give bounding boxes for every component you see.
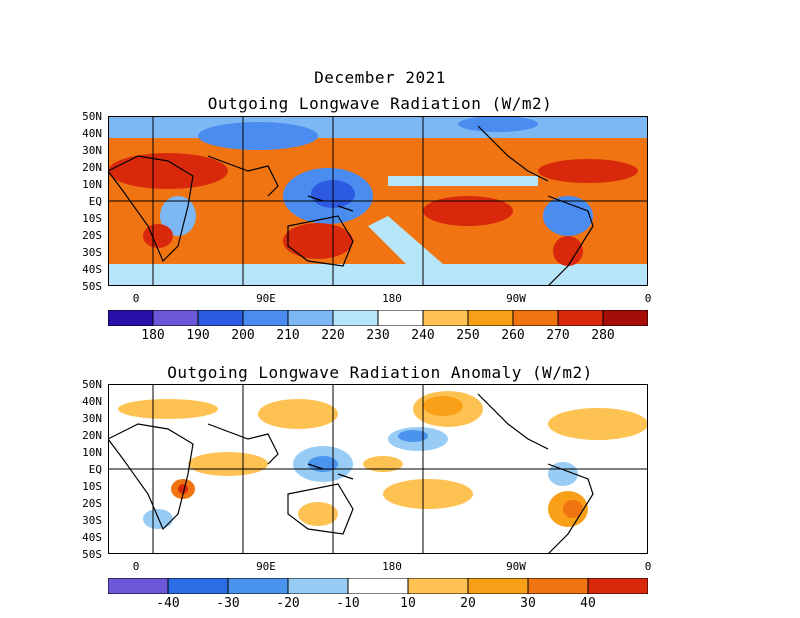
colorbar-label: 270	[546, 328, 570, 343]
colorbar-swatch	[287, 578, 349, 594]
lat-label: EQ	[88, 463, 102, 476]
colorbar-swatch	[108, 578, 169, 594]
colorbar-label: 230	[366, 328, 390, 343]
colorbar-swatch	[422, 310, 469, 326]
lon-label: 0	[644, 292, 652, 305]
colorbar-label: 220	[321, 328, 345, 343]
colorbar-swatch	[167, 578, 229, 594]
colorbar-swatch	[287, 310, 334, 326]
lat-label: 10N	[82, 446, 102, 459]
colorbar-label: 240	[411, 328, 435, 343]
lat-label: 30N	[82, 144, 102, 157]
lon-label: 90W	[506, 560, 526, 573]
colorbar-label: 280	[591, 328, 615, 343]
colorbar-swatch	[347, 578, 409, 594]
lat-label: 40S	[82, 531, 102, 544]
colorbar-label: 250	[456, 328, 480, 343]
olr-north-band	[108, 116, 648, 138]
lat-label: 20S	[82, 229, 102, 242]
anomaly-colorbar	[108, 578, 648, 594]
lat-label: 50N	[82, 110, 102, 123]
colorbar-label: 200	[231, 328, 255, 343]
colorbar-swatch	[407, 578, 469, 594]
colorbar-swatch	[377, 310, 424, 326]
lat-label: 20N	[82, 429, 102, 442]
lon-label: 180	[382, 560, 402, 573]
lat-label: 20N	[82, 161, 102, 174]
lat-label: 50N	[82, 378, 102, 391]
colorbar-swatch	[557, 310, 604, 326]
lat-label: 50S	[82, 548, 102, 561]
colorbar-swatch	[512, 310, 559, 326]
olr-itcz	[388, 176, 538, 186]
lat-label: 10S	[82, 212, 102, 225]
colorbar-label: 190	[186, 328, 210, 343]
lon-label: 90E	[256, 292, 276, 305]
lat-label: 10S	[82, 480, 102, 493]
colorbar-label: 260	[501, 328, 525, 343]
lon-label: 180	[382, 292, 402, 305]
lon-label: 90W	[506, 292, 526, 305]
olr-australia	[283, 223, 353, 259]
lat-label: 30S	[82, 246, 102, 259]
month-title: December 2021	[314, 68, 446, 87]
anomaly-map-title: Outgoing Longwave Radiation Anomaly (W/m…	[167, 363, 593, 382]
lat-label: 40N	[82, 127, 102, 140]
lat-label: 10N	[82, 178, 102, 191]
lat-label: EQ	[88, 195, 102, 208]
colorbar-swatch	[587, 578, 648, 594]
colorbar-label: 180	[141, 328, 165, 343]
lon-label: 0	[132, 560, 140, 573]
colorbar-label: -10	[336, 596, 360, 611]
olr-map-title: Outgoing Longwave Radiation (W/m2)	[207, 94, 553, 113]
colorbar-swatch	[108, 310, 154, 326]
lon-label: 0	[644, 560, 652, 573]
colorbar-label: 30	[520, 596, 536, 611]
colorbar-swatch	[602, 310, 648, 326]
lon-label: 90E	[256, 560, 276, 573]
colorbar-label: 10	[400, 596, 416, 611]
colorbar-swatch	[227, 578, 289, 594]
olr-gridlines	[108, 116, 648, 286]
colorbar-label: -20	[276, 596, 300, 611]
olr-map	[108, 116, 648, 286]
anomaly-gridlines	[108, 384, 648, 554]
colorbar-label: 40	[580, 596, 596, 611]
olr-congo	[160, 196, 196, 236]
olr-amazon	[543, 196, 593, 236]
colorbar-label: 20	[460, 596, 476, 611]
colorbar-swatch	[197, 310, 244, 326]
lat-label: 20S	[82, 497, 102, 510]
olr-coastlines	[108, 125, 594, 286]
lat-label: 30N	[82, 412, 102, 425]
colorbar-swatch	[242, 310, 289, 326]
lon-label: 0	[132, 292, 140, 305]
lat-label: 30S	[82, 514, 102, 527]
colorbar-swatch	[467, 578, 529, 594]
colorbar-swatch	[527, 578, 589, 594]
colorbar-label: -40	[156, 596, 180, 611]
colorbar-label: 210	[276, 328, 300, 343]
colorbar-swatch	[467, 310, 514, 326]
anomaly-coastlines	[108, 393, 594, 554]
colorbar-swatch	[152, 310, 199, 326]
colorbar-label: -30	[216, 596, 240, 611]
colorbar-swatch	[332, 310, 379, 326]
olr-sahara	[108, 153, 228, 189]
olr-spcz	[368, 216, 468, 286]
lat-label: 40S	[82, 263, 102, 276]
lat-label: 50S	[82, 280, 102, 293]
olr-colorbar	[108, 310, 648, 326]
lat-label: 40N	[82, 395, 102, 408]
anomaly-map	[108, 384, 648, 554]
